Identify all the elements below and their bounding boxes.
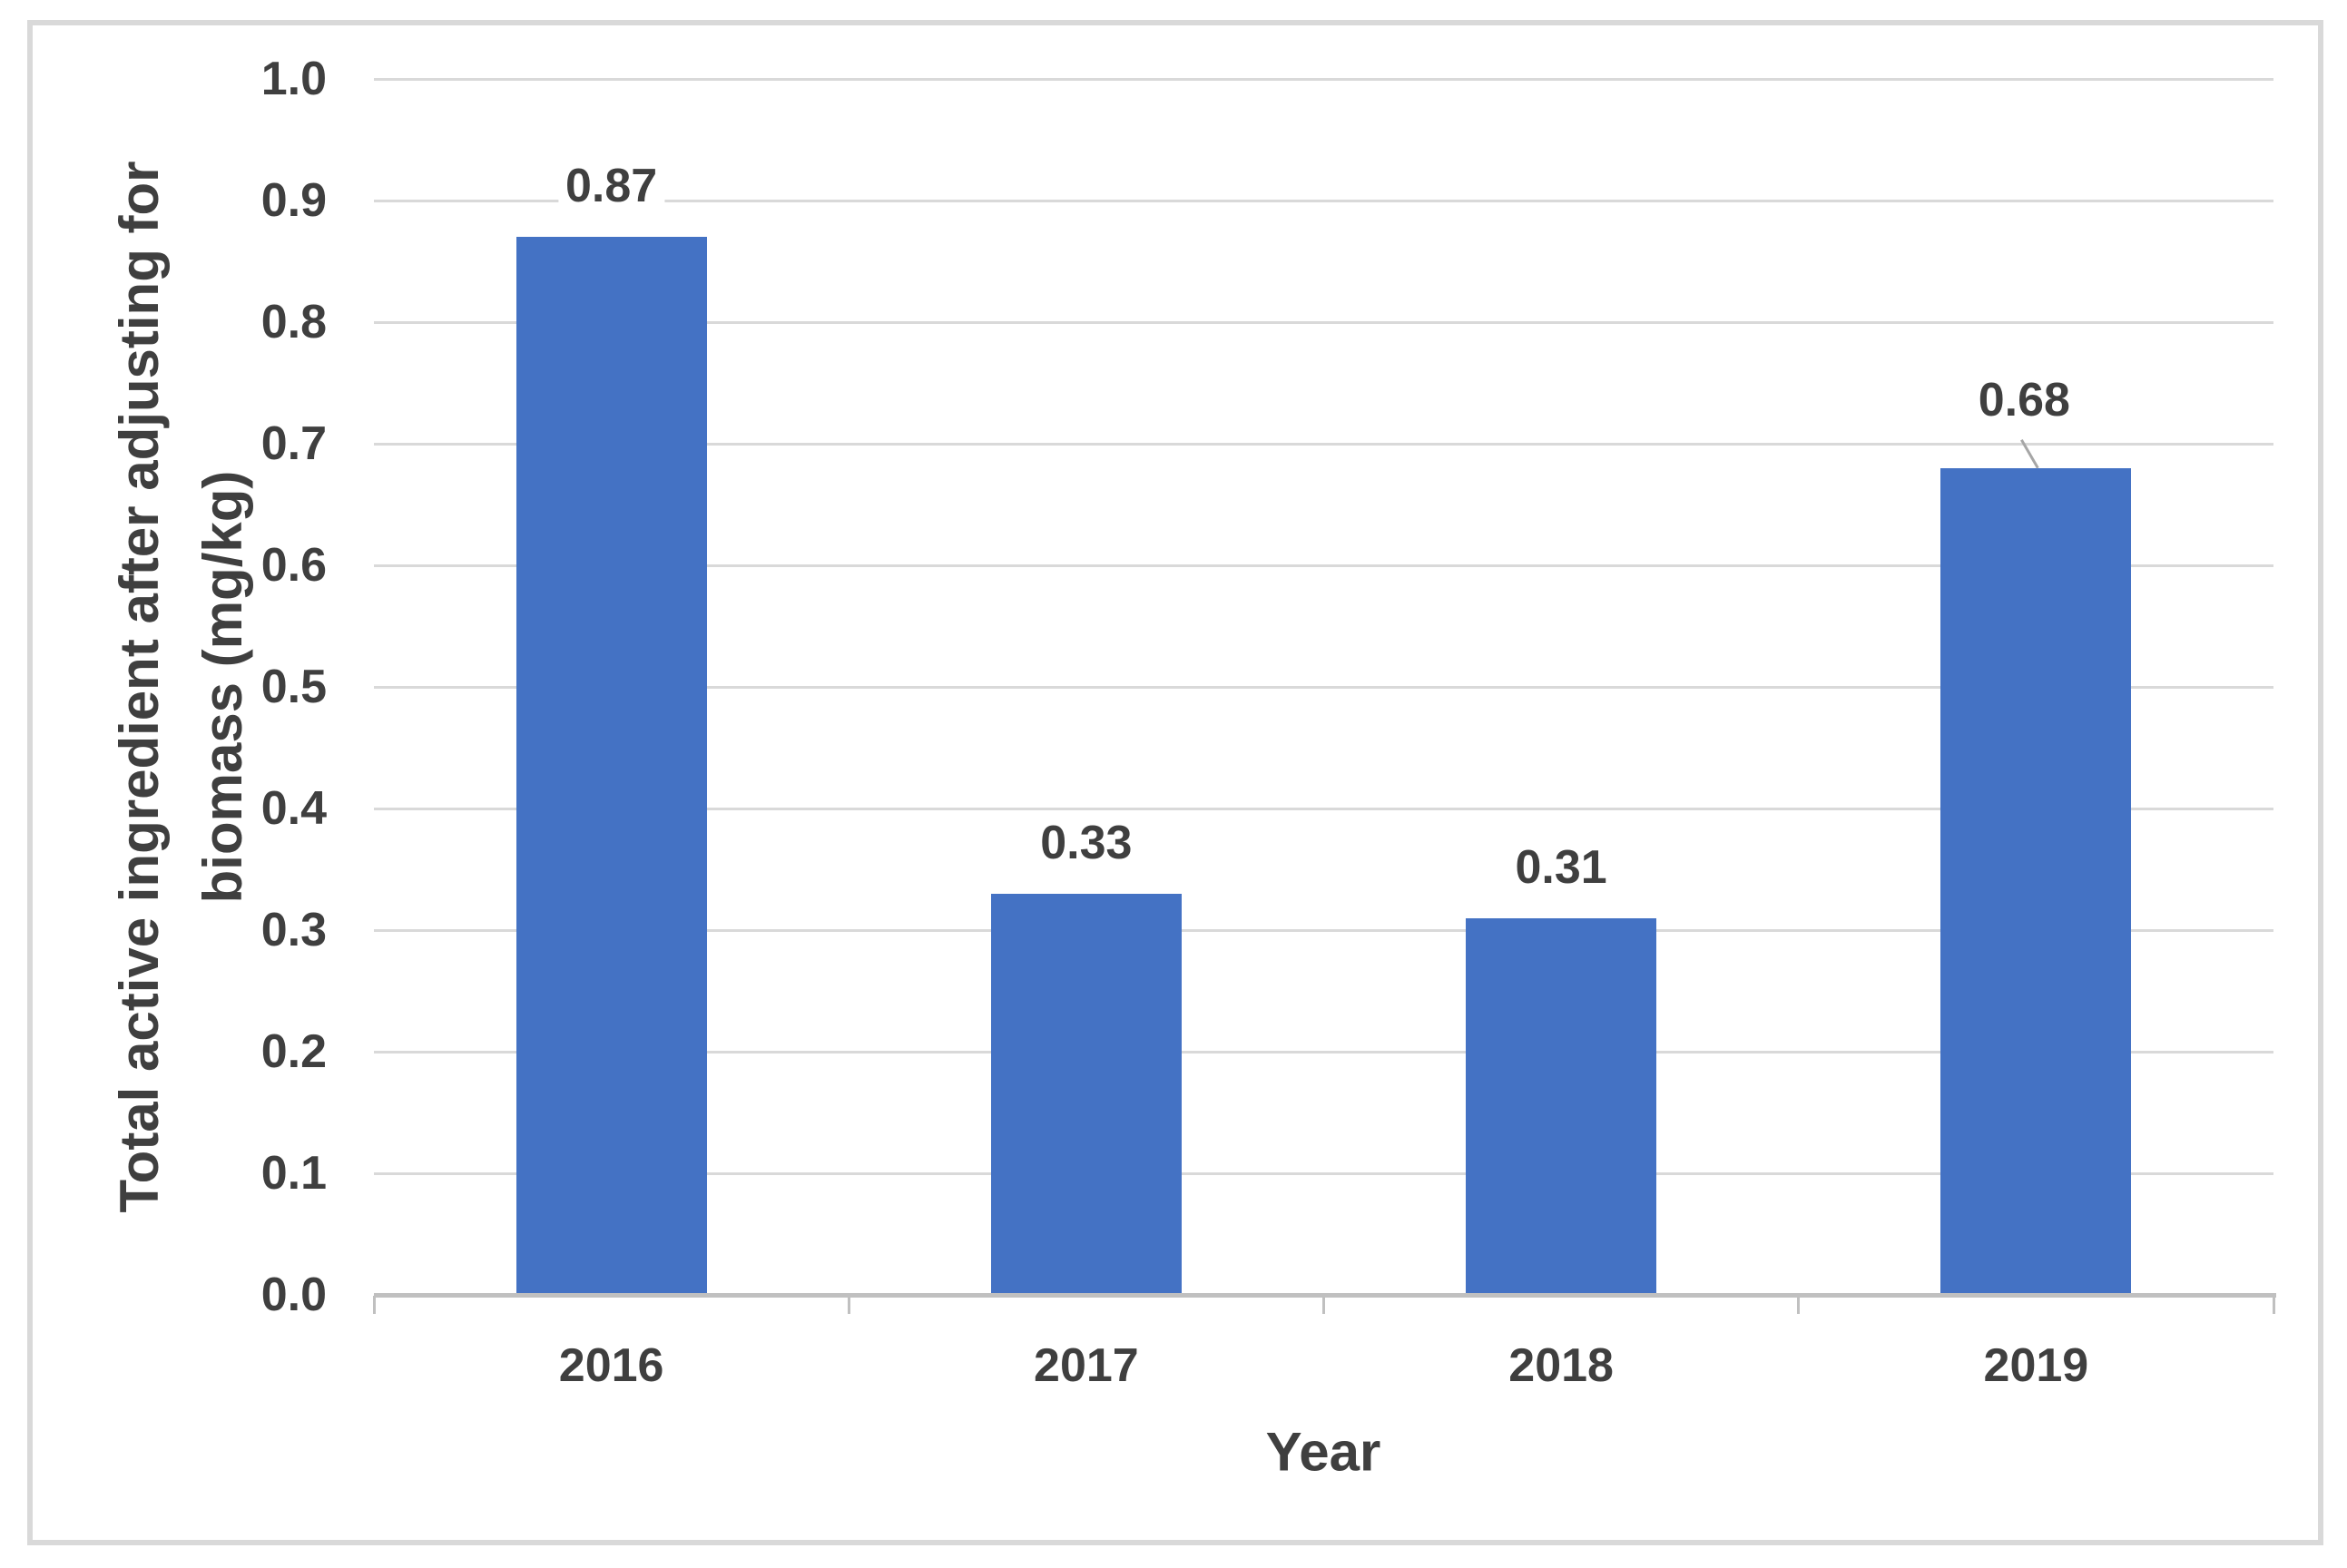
x-tick-label-2019: 2019 bbox=[1983, 1339, 2089, 1392]
y-tick-label-0.8: 0.8 bbox=[260, 296, 327, 348]
bar-2016 bbox=[516, 237, 707, 1295]
y-tick-label-0.5: 0.5 bbox=[260, 661, 327, 713]
y-axis-title-line-1: Total active ingredient after adjusting … bbox=[109, 161, 170, 1213]
x-axis-tick bbox=[847, 1296, 850, 1314]
y-tick-label-0.4: 0.4 bbox=[260, 782, 327, 835]
gridline-0.3 bbox=[374, 928, 2273, 932]
x-tick-label-2016: 2016 bbox=[558, 1339, 664, 1392]
y-tick-label-0.3: 0.3 bbox=[260, 904, 327, 956]
gridline-0.8 bbox=[374, 320, 2273, 324]
gridline-0.6 bbox=[374, 564, 2273, 567]
gridline-0.1 bbox=[374, 1171, 2273, 1175]
bar-2018 bbox=[1466, 917, 1657, 1295]
y-tick-label-0.7: 0.7 bbox=[260, 417, 327, 470]
bar-2019 bbox=[1940, 467, 2132, 1295]
bar-2017 bbox=[990, 893, 1182, 1295]
data-label-2019: 0.68 bbox=[1970, 370, 2077, 429]
x-axis-line bbox=[374, 1293, 2276, 1298]
y-tick-label-1.0: 1.0 bbox=[260, 53, 327, 105]
gridline-0.4 bbox=[374, 807, 2273, 810]
y-tick-label-0.9: 0.9 bbox=[260, 174, 327, 227]
y-tick-label-0.0: 0.0 bbox=[260, 1269, 327, 1321]
y-tick-label-0.1: 0.1 bbox=[260, 1147, 327, 1200]
x-axis-title: Year bbox=[1265, 1421, 1381, 1483]
gridline-1.0 bbox=[374, 77, 2273, 81]
y-tick-label-0.6: 0.6 bbox=[260, 539, 327, 592]
gridline-0.7 bbox=[374, 442, 2273, 446]
figure-border bbox=[27, 20, 2323, 1545]
x-axis-tick bbox=[1797, 1296, 1801, 1314]
x-axis-tick bbox=[372, 1296, 376, 1314]
x-axis-tick bbox=[1322, 1296, 1325, 1314]
y-tick-label-0.2: 0.2 bbox=[260, 1025, 327, 1078]
x-tick-label-2017: 2017 bbox=[1034, 1339, 1139, 1392]
y-axis-title-line-2: biomass (mg/kg) bbox=[192, 470, 253, 904]
x-axis-tick bbox=[2272, 1296, 2275, 1314]
gridline-0.5 bbox=[374, 685, 2273, 689]
data-label-2017: 0.33 bbox=[1033, 813, 1140, 872]
x-tick-label-2018: 2018 bbox=[1508, 1339, 1614, 1392]
data-label-2018: 0.31 bbox=[1507, 838, 1615, 897]
data-label-2016: 0.87 bbox=[558, 157, 665, 216]
gridline-0.9 bbox=[374, 199, 2273, 202]
gridline-0.2 bbox=[374, 1050, 2273, 1054]
